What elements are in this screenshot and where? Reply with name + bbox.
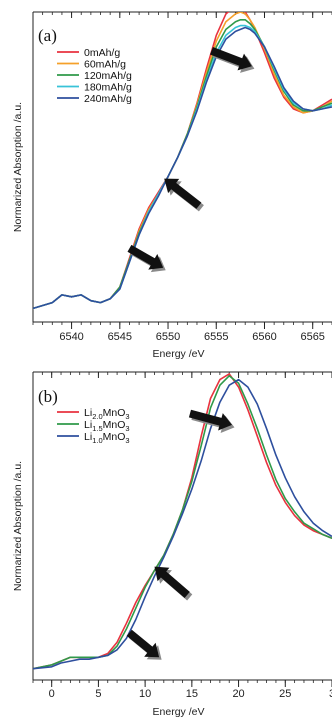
x-tick-label: 6545 bbox=[108, 331, 132, 343]
legend-label-tail: MnO bbox=[103, 419, 126, 431]
x-tick-label: 25 bbox=[279, 688, 291, 700]
legend-label-sub: 1.5 bbox=[92, 424, 102, 433]
legend-item: 120mAh/g bbox=[57, 70, 132, 82]
trend-arrow-body bbox=[127, 244, 164, 270]
legend-item: 0mAh/g bbox=[57, 47, 120, 59]
series-group bbox=[33, 373, 332, 670]
x-tick-label: 6540 bbox=[59, 331, 83, 343]
trend-arrow bbox=[127, 244, 166, 273]
legend-label-sub2: 3 bbox=[125, 436, 129, 445]
y-axis-label: Normarized Absorption /a.u. bbox=[12, 461, 24, 591]
legend-label: 240mAh/g bbox=[84, 93, 132, 105]
trend-arrow bbox=[126, 629, 162, 660]
legend-label-sub2: 3 bbox=[125, 412, 129, 421]
x-tick-label: 15 bbox=[186, 688, 198, 700]
trend-arrow-body bbox=[164, 178, 202, 209]
x-tick-label: 6555 bbox=[204, 331, 228, 343]
trend-arrow bbox=[164, 178, 204, 212]
series-line-a-1 bbox=[33, 12, 332, 310]
legend-item: 240mAh/g bbox=[57, 93, 132, 105]
trend-arrow bbox=[210, 47, 255, 73]
legend-label: Li1.5MnO3 bbox=[84, 419, 130, 433]
legend-label: Li2.0MnO3 bbox=[84, 407, 130, 421]
legend-label-sub: 2.0 bbox=[92, 412, 102, 421]
legend-label-tail: MnO bbox=[103, 407, 126, 419]
series-line-b-2 bbox=[33, 378, 332, 670]
panel-label: (b) bbox=[38, 387, 58, 406]
legend-label: Li1.0MnO3 bbox=[84, 431, 130, 445]
x-tick-label: 0 bbox=[49, 688, 55, 700]
x-tick-label: 6565 bbox=[300, 331, 324, 343]
series-line-b-0 bbox=[33, 373, 332, 670]
x-axis-label: Energy /eV bbox=[153, 348, 205, 360]
panel-b-chart: 0 5 10 15 20 25 3 Energy /eV Normarized Absorpti… bbox=[12, 371, 332, 718]
legend-label-tail: MnO bbox=[103, 431, 126, 443]
x-tick-label: 3 bbox=[329, 688, 332, 700]
legend-label: 180mAh/g bbox=[84, 81, 132, 93]
panel-a-chart: 6540 6545 6550 6555 6560 6565 Energy /eV Normar… bbox=[12, 11, 332, 360]
x-tick-label: 6560 bbox=[252, 331, 276, 343]
series-group bbox=[33, 12, 332, 310]
series-line-a-4 bbox=[33, 26, 332, 310]
x-tick-label: 20 bbox=[232, 688, 244, 700]
x-tick-label: 5 bbox=[95, 688, 101, 700]
legend-item: Li2.0MnO3 bbox=[57, 407, 130, 421]
trend-arrow-body bbox=[126, 629, 160, 658]
x-tick-label: 10 bbox=[139, 688, 151, 700]
legend-item: 60mAh/g bbox=[57, 58, 126, 70]
legend-label: 0mAh/g bbox=[84, 47, 120, 59]
trend-arrow-body bbox=[154, 566, 190, 598]
series-line-b-1 bbox=[33, 374, 332, 670]
panel-label: (a) bbox=[38, 26, 57, 45]
x-axis-label: Energy /eV bbox=[153, 706, 205, 718]
legend-item: 180mAh/g bbox=[57, 81, 132, 93]
legend-label-sub2: 3 bbox=[125, 424, 129, 433]
legend-label-main: Li bbox=[84, 407, 92, 419]
legend-label: 60mAh/g bbox=[84, 58, 126, 70]
trend-arrow bbox=[154, 566, 193, 601]
legend-label: 120mAh/g bbox=[84, 70, 132, 82]
legend-label-sub: 1.0 bbox=[92, 436, 102, 445]
series-line-a-3 bbox=[33, 24, 332, 310]
trend-arrow bbox=[188, 409, 235, 433]
legend-label-main: Li bbox=[84, 419, 92, 431]
y-axis-label: Normarized Absorption /a.u. bbox=[12, 102, 24, 232]
legend-item: Li1.5MnO3 bbox=[57, 419, 130, 433]
trend-arrow-body bbox=[188, 409, 232, 431]
legend-label-main: Li bbox=[84, 431, 92, 443]
legend-item: Li1.0MnO3 bbox=[57, 431, 130, 445]
trend-arrow-body bbox=[210, 47, 252, 71]
x-tick-label: 6550 bbox=[156, 331, 180, 343]
